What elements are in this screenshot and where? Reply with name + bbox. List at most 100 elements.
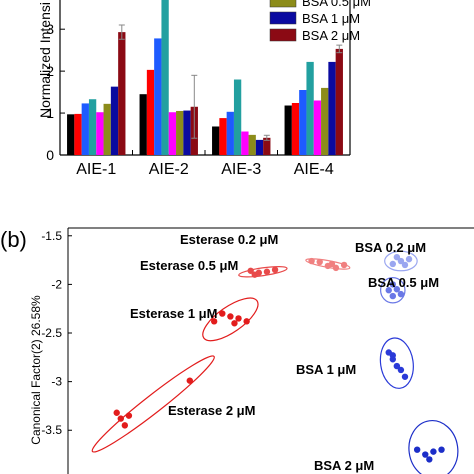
groups-b: Esterase 0.2 μM Esterase 0.5 μM Esterase 1… bbox=[91, 232, 459, 474]
bar bbox=[161, 0, 169, 156]
data-point bbox=[393, 253, 401, 261]
y-tick-label: -2 bbox=[51, 277, 62, 291]
y-axis-label: Canonical Factor(2) 26.58% bbox=[29, 295, 43, 445]
data-point bbox=[328, 260, 336, 268]
data-point bbox=[247, 267, 254, 274]
bar bbox=[328, 61, 336, 155]
y-tick-label: 1 bbox=[46, 105, 54, 121]
data-point bbox=[389, 260, 396, 268]
bar bbox=[226, 111, 234, 155]
confidence-ellipse bbox=[384, 250, 418, 272]
data-point bbox=[413, 446, 421, 453]
group-label: Esterase 0.5 μM bbox=[140, 258, 238, 273]
bar bbox=[321, 87, 329, 155]
bar bbox=[168, 112, 177, 155]
bar bbox=[241, 131, 249, 155]
data-point bbox=[263, 268, 271, 275]
y-axis-label: Normalized Intensi bbox=[37, 2, 53, 118]
bar bbox=[88, 99, 97, 155]
panel-b-scatter-chart: (b) Canonical Factor(2) 26.58% -1.5 -2 -2.… bbox=[0, 227, 474, 474]
bar bbox=[154, 38, 162, 155]
legend-swatch bbox=[269, 28, 297, 42]
bar bbox=[110, 86, 119, 155]
bar bbox=[284, 105, 292, 155]
bar bbox=[291, 103, 300, 155]
bar bbox=[263, 137, 271, 155]
bar bbox=[96, 112, 104, 155]
bar bbox=[67, 114, 75, 155]
data-point bbox=[397, 366, 405, 374]
legend-label: BSA 2 μM bbox=[302, 28, 360, 43]
data-point bbox=[121, 422, 129, 429]
confidence-ellipse bbox=[408, 420, 459, 474]
panel-label: (b) bbox=[0, 227, 27, 252]
y-tick-label: 0 bbox=[46, 147, 54, 163]
group-label: Esterase 2 μM bbox=[168, 403, 255, 418]
data-point bbox=[401, 373, 409, 380]
y-tick-label: -3.5 bbox=[41, 423, 62, 437]
bar bbox=[118, 32, 126, 156]
confidence-ellipse bbox=[202, 297, 259, 342]
data-point bbox=[426, 456, 433, 463]
data-point bbox=[438, 446, 445, 453]
data-point bbox=[389, 292, 396, 300]
group-label: BSA 0.2 μM bbox=[355, 240, 426, 255]
data-point bbox=[186, 377, 193, 384]
legend-label: BSA 0.5 μM bbox=[302, 0, 371, 9]
confidence-ellipse bbox=[379, 337, 414, 389]
data-point bbox=[271, 266, 279, 274]
x-tick-label: AIE-1 bbox=[76, 161, 116, 178]
data-point bbox=[219, 310, 226, 317]
legend-label: BSA 1 μM bbox=[302, 11, 360, 26]
bar bbox=[212, 126, 220, 155]
data-point bbox=[397, 290, 405, 298]
bars-a bbox=[67, 0, 343, 156]
bar bbox=[255, 139, 264, 155]
data-point bbox=[308, 257, 315, 265]
data-point bbox=[125, 412, 133, 419]
data-point bbox=[210, 318, 218, 325]
y-tick-label: -2.5 bbox=[41, 326, 62, 340]
bar bbox=[139, 94, 147, 155]
legend-swatch bbox=[269, 0, 297, 8]
group-label: BSA 2 μM bbox=[314, 458, 374, 473]
confidence-ellipse bbox=[91, 355, 215, 453]
data-point bbox=[405, 255, 413, 263]
confidence-ellipse bbox=[380, 276, 406, 304]
bar bbox=[233, 79, 242, 155]
group-label: Esterase 0.2 μM bbox=[180, 232, 278, 247]
x-tick-label: AIE-2 bbox=[149, 161, 189, 178]
group-label: Esterase 1 μM bbox=[130, 306, 217, 321]
x-tick-label: AIE-3 bbox=[221, 161, 261, 178]
data-point bbox=[385, 287, 392, 294]
bar bbox=[219, 118, 227, 155]
legend-a: BSA 0.5 μM BSA 1 μM BSA 2 μM bbox=[269, 0, 371, 43]
data-point bbox=[316, 258, 323, 266]
bar bbox=[299, 90, 307, 155]
bar bbox=[146, 69, 155, 155]
y-tick-label: -1.5 bbox=[41, 229, 62, 243]
axes-b: -1.5 -2 -2.5 -3 -3.5 bbox=[41, 227, 474, 474]
data-point bbox=[231, 320, 238, 327]
bar bbox=[248, 134, 256, 155]
bar bbox=[313, 100, 322, 155]
bar bbox=[176, 110, 184, 155]
data-point bbox=[397, 257, 405, 265]
data-point bbox=[389, 352, 396, 359]
confidence-ellipse bbox=[238, 266, 288, 278]
data-point bbox=[227, 313, 234, 320]
data-point bbox=[243, 318, 250, 325]
bar bbox=[74, 113, 82, 155]
data-point bbox=[117, 415, 124, 422]
data-point bbox=[113, 409, 120, 416]
bar bbox=[335, 48, 343, 155]
data-point bbox=[430, 448, 437, 455]
data-point bbox=[393, 362, 401, 370]
legend-swatch bbox=[269, 11, 297, 25]
y-tick-label: 2 bbox=[46, 63, 54, 79]
bar bbox=[81, 103, 89, 155]
group-label: BSA 0.5 μM bbox=[368, 275, 439, 290]
bar bbox=[306, 61, 314, 155]
